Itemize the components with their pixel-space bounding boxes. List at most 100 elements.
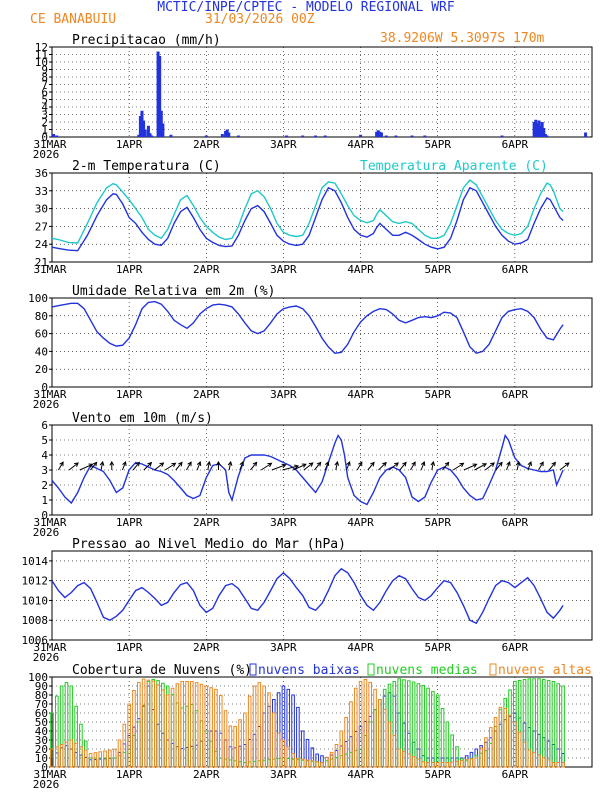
bar-nuvens-altas [421, 761, 426, 768]
wind-vector [121, 461, 127, 471]
y-tick-label: 36 [35, 167, 48, 180]
bar-nuvens-altas [541, 756, 546, 768]
x-tick-year: 2026 [33, 526, 60, 539]
y-tick-label: 0 [41, 131, 48, 144]
bar-nuvens-altas [170, 687, 175, 768]
bar-precipitacao [537, 120, 541, 137]
bar-nuvens-altas [517, 731, 522, 768]
bar-precipitacao [540, 122, 544, 137]
y-tick-label: 30 [35, 734, 48, 747]
bar-precipitacao [150, 135, 154, 137]
bar-nuvens-altas [537, 754, 541, 768]
y-tick-label: 20 [35, 363, 48, 376]
wind-vector [175, 462, 183, 471]
y-tick-label: 3 [41, 109, 48, 122]
bar-precipitacao [146, 125, 150, 137]
x-tick-label: 4APR [347, 138, 374, 151]
wind-vector-head [564, 462, 570, 467]
x-tick-label: 6APR [502, 641, 529, 654]
bar-nuvens-altas [112, 748, 117, 768]
x-tick-year: 2026 [33, 398, 60, 411]
wind-vector [260, 462, 272, 471]
legend-label: nuvens medias [376, 663, 478, 678]
bar-nuvens-altas [252, 685, 257, 768]
bar-nuvens-medias [445, 721, 450, 768]
wind-vector [442, 462, 450, 471]
wind-vector [282, 465, 299, 471]
bar-nuvens-altas [108, 749, 112, 768]
y-tick-label: 1008 [22, 614, 49, 627]
x-tick-year: 2026 [33, 778, 60, 791]
y-tick-label: 50 [35, 716, 48, 729]
legend-swatch [249, 663, 257, 676]
wind-vector [57, 461, 64, 471]
header-title: MCTIC/INPE/CPTEC - MODELO REGIONAL WRF [157, 0, 455, 15]
series-line-temperatura-aparente-c- [51, 179, 564, 244]
y-tick-label: 4 [41, 449, 48, 462]
bar-nuvens-altas [141, 678, 146, 768]
bar-nuvens-altas [69, 739, 74, 768]
y-tick-label: 6 [41, 419, 48, 432]
x-tick-year: 2026 [33, 148, 60, 161]
bar-nuvens-altas [397, 748, 401, 768]
bar-nuvens-altas [503, 708, 508, 768]
x-tick-label: 3APR [270, 516, 297, 529]
wind-vector-head [239, 461, 244, 467]
wind-vector [303, 462, 314, 471]
x-tick-label: 5APR [424, 263, 451, 276]
bar-nuvens-altas [233, 726, 238, 768]
bar-precipitacao [227, 132, 231, 137]
y-tick-label: 10 [35, 752, 48, 765]
bar-nuvens-medias [411, 681, 416, 768]
bar-nuvens-altas [406, 753, 411, 768]
bar-nuvens-altas [445, 762, 450, 768]
bar-precipitacao [423, 135, 427, 137]
bar-precipitacao [52, 134, 56, 137]
temp-title: 2-m Temperatura (C) [72, 159, 221, 174]
bar-precipitacao [143, 129, 147, 137]
bar-nuvens-medias [546, 679, 551, 768]
x-tick-label: 6APR [502, 516, 529, 529]
x-tick-label: 1APR [116, 516, 143, 529]
wind-vector-head [92, 461, 98, 467]
bar-nuvens-altas [161, 689, 165, 768]
y-tick-label: 100 [28, 671, 48, 684]
y-tick-label: 2 [41, 479, 48, 492]
bar-nuvens-medias [537, 678, 541, 768]
bar-precipitacao [55, 135, 59, 137]
bar-nuvens-altas [349, 701, 353, 768]
bar-nuvens-altas [498, 706, 503, 768]
wind-vector [68, 462, 79, 471]
bar-nuvens-altas [479, 747, 483, 768]
bar-nuvens-altas [151, 680, 156, 768]
y-tick-label: 1006 [22, 634, 49, 647]
bar-nuvens-altas [281, 739, 286, 768]
bar-nuvens-altas [508, 714, 512, 768]
bar-precipitacao [323, 135, 327, 137]
y-tick-label: 24 [35, 238, 49, 251]
wind-vector-head [551, 461, 557, 467]
wind-vector-head [430, 460, 436, 466]
x-tick-label: 4APR [347, 768, 374, 781]
x-tick-label: 5APR [424, 768, 451, 781]
bar-nuvens-altas [305, 759, 310, 768]
bar-precipitacao [545, 135, 549, 137]
series-line-umidade-relativa [51, 300, 564, 354]
bar-nuvens-medias [541, 678, 546, 768]
bar-nuvens-medias [551, 681, 556, 768]
temp-panel: 21 24 27 30 33 36 31MAR 1APR 2APR 3APR 4APR 5APR 6AP… [33, 159, 593, 276]
y-tick-label: 11 [35, 49, 48, 62]
y-tick-label: 40 [35, 345, 48, 358]
bar-nuvens-altas [117, 739, 122, 768]
bar-nuvens-altas [344, 717, 348, 768]
bar-nuvens-altas [546, 759, 551, 768]
x-tick-label: 1APR [116, 138, 143, 151]
wind-vector-head [506, 461, 511, 467]
bar-precipitacao [220, 134, 224, 137]
wind-vector [559, 462, 570, 471]
bar-nuvens-altas [103, 750, 107, 768]
x-tick-label: 5APR [424, 516, 451, 529]
bar-nuvens-altas [484, 737, 488, 768]
wind-vector-head [206, 460, 212, 466]
